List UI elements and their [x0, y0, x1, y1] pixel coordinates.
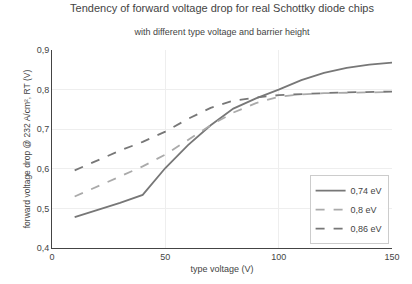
svg-text:0,5: 0,5	[37, 204, 50, 214]
svg-text:with different type voltage an: with different type voltage and barrier …	[134, 27, 310, 37]
svg-text:0,74 eV: 0,74 eV	[351, 186, 382, 196]
svg-text:150: 150	[384, 252, 399, 262]
svg-text:100: 100	[271, 252, 286, 262]
svg-text:0: 0	[49, 252, 54, 262]
svg-text:0,8: 0,8	[37, 85, 50, 95]
svg-text:50: 50	[160, 252, 170, 262]
svg-text:forward voltage drop @ 232 A/c: forward voltage drop @ 232 A/cm², RT (V)	[22, 70, 32, 229]
svg-text:0,9: 0,9	[37, 45, 50, 55]
svg-text:0,86 eV: 0,86 eV	[351, 224, 382, 234]
svg-text:type voltage (V): type voltage (V)	[190, 264, 253, 274]
svg-text:0,7: 0,7	[37, 124, 50, 134]
svg-text:0,4: 0,4	[37, 243, 50, 253]
svg-text:Tendency of forward voltage dr: Tendency of forward voltage drop for rea…	[70, 2, 374, 14]
svg-text:0,8 eV: 0,8 eV	[351, 205, 377, 215]
svg-text:0,6: 0,6	[37, 164, 50, 174]
